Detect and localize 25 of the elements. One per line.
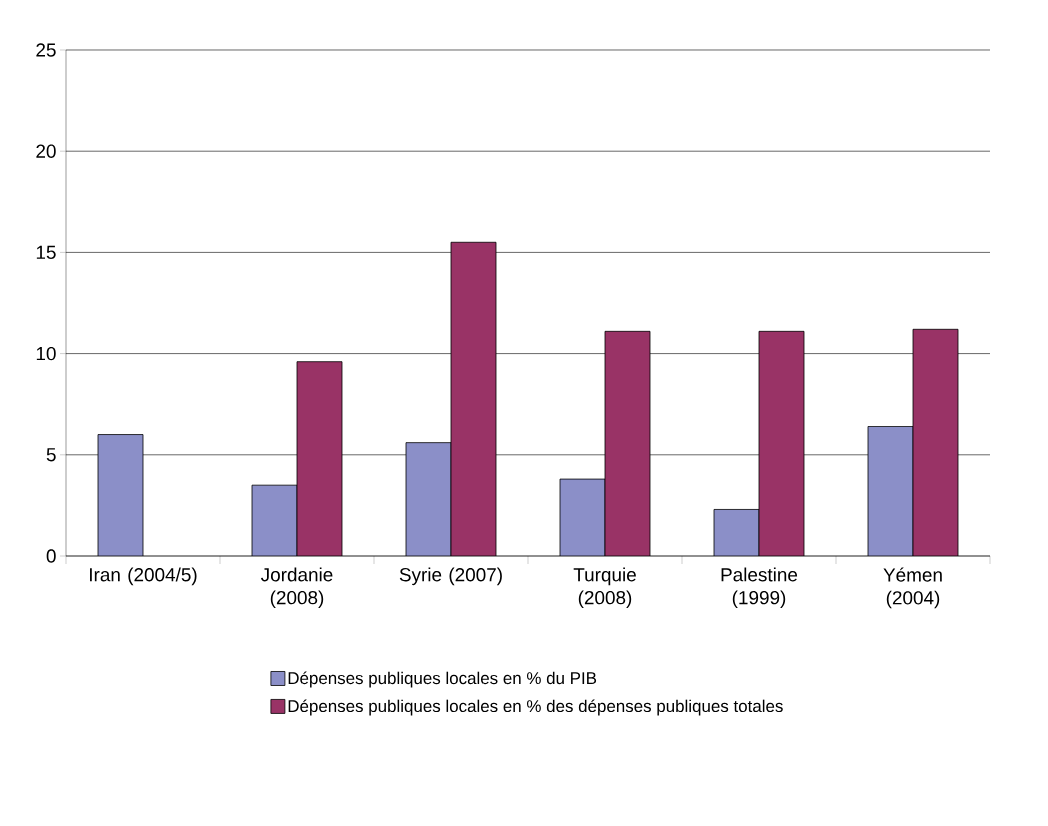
bar bbox=[604, 330, 651, 556]
x-tick-label: Turquie (2008) bbox=[573, 567, 636, 609]
x-tick-label: Syrie (2007) bbox=[399, 567, 502, 586]
legend-label: Dépenses publiques locales en % des dépenses publiques totales bbox=[288, 699, 783, 716]
y-tick-label: 10 bbox=[36, 346, 56, 361]
y-tick-label: 5 bbox=[46, 448, 56, 462]
bar bbox=[405, 442, 452, 556]
y-tick-label: 0 bbox=[46, 549, 56, 563]
bar bbox=[251, 484, 298, 556]
x-tick-label: Jordanie (2008) bbox=[260, 567, 333, 609]
bar bbox=[450, 241, 497, 556]
y-tick-label: 20 bbox=[36, 144, 56, 158]
bar bbox=[559, 478, 606, 556]
y-tick-label: 15 bbox=[36, 245, 56, 259]
y-tick-label: 25 bbox=[36, 43, 56, 57]
bar bbox=[867, 426, 914, 556]
bar bbox=[758, 330, 805, 556]
bar bbox=[97, 434, 144, 556]
legend-label: Dépenses publiques locales en % du PIB bbox=[288, 671, 597, 688]
bar bbox=[296, 361, 343, 556]
x-tick-label: Palestine (1999) bbox=[721, 567, 798, 609]
x-tick-label: Iran (2004/5) bbox=[90, 567, 197, 586]
bar bbox=[912, 328, 959, 556]
x-tick-label: Yémen (2004) bbox=[883, 567, 942, 609]
bar bbox=[713, 509, 760, 556]
